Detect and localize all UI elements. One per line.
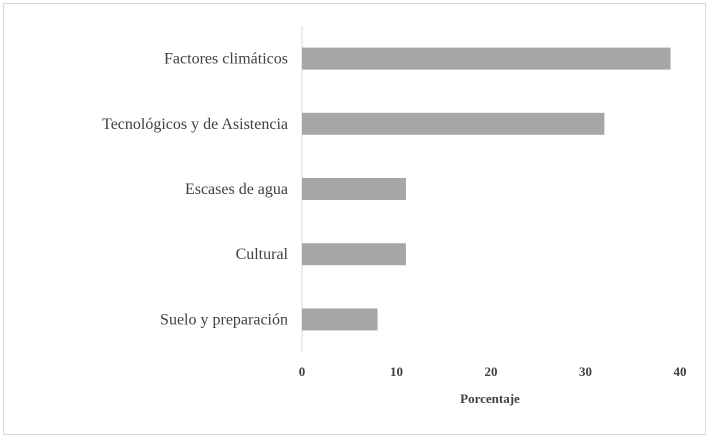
category-label: Factores climáticos xyxy=(164,51,288,68)
category-label: Cultural xyxy=(236,246,289,263)
category-label: Suelo y preparación xyxy=(160,311,288,328)
x-axis-title: Porcentaje xyxy=(460,391,520,406)
bar xyxy=(302,308,378,331)
x-tick-label: 20 xyxy=(485,364,498,379)
x-tick-label: 40 xyxy=(674,364,687,379)
x-tick-label: 10 xyxy=(390,364,403,379)
bar xyxy=(302,178,406,200)
bar xyxy=(302,112,605,135)
bar xyxy=(302,243,406,266)
category-label: Tecnológicos y de Asistencia xyxy=(102,116,288,133)
x-tick-label: 30 xyxy=(579,364,592,379)
chart-area xyxy=(3,3,706,435)
x-tick-label: 0 xyxy=(299,364,306,379)
category-label: Escases de agua xyxy=(185,181,288,198)
bar xyxy=(302,47,671,70)
